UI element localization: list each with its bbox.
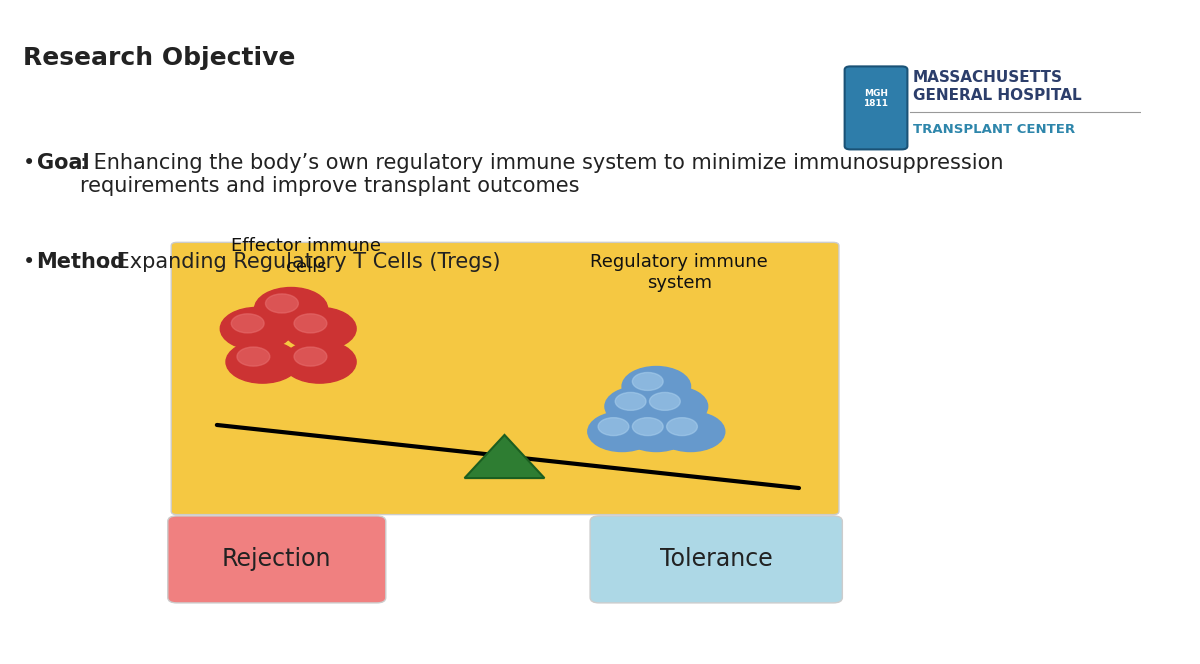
Text: MGH
1811: MGH 1811	[864, 88, 888, 108]
Circle shape	[294, 314, 326, 333]
Circle shape	[598, 418, 629, 436]
Circle shape	[265, 294, 299, 313]
Circle shape	[232, 314, 264, 333]
Circle shape	[283, 307, 356, 350]
Circle shape	[588, 412, 656, 452]
Circle shape	[221, 307, 293, 350]
Circle shape	[649, 392, 680, 410]
Polygon shape	[464, 435, 545, 478]
Circle shape	[226, 341, 299, 383]
Circle shape	[640, 386, 708, 426]
Circle shape	[254, 288, 328, 330]
Text: Effector immune
cells: Effector immune cells	[230, 237, 380, 276]
FancyBboxPatch shape	[172, 242, 839, 515]
Circle shape	[605, 386, 673, 426]
Text: Goal: Goal	[36, 153, 89, 173]
Circle shape	[632, 373, 664, 390]
Circle shape	[632, 418, 664, 436]
Circle shape	[666, 418, 697, 436]
Text: Tolerance: Tolerance	[660, 547, 773, 572]
Circle shape	[656, 412, 725, 452]
Text: •: •	[23, 153, 42, 173]
Text: Regulatory immune
system: Regulatory immune system	[590, 254, 768, 292]
Text: Research Objective: Research Objective	[23, 46, 295, 70]
FancyBboxPatch shape	[845, 66, 907, 149]
Text: : Expanding Regulatory T Cells (Tregs): : Expanding Regulatory T Cells (Tregs)	[103, 252, 500, 272]
Text: MASSACHUSETTS
GENERAL HOSPITAL: MASSACHUSETTS GENERAL HOSPITAL	[913, 70, 1081, 102]
Text: Method: Method	[36, 252, 126, 272]
FancyBboxPatch shape	[168, 516, 385, 603]
Text: Rejection: Rejection	[222, 547, 331, 572]
Text: TRANSPLANT CENTER: TRANSPLANT CENTER	[913, 123, 1075, 136]
Circle shape	[622, 367, 690, 406]
Circle shape	[236, 347, 270, 366]
Circle shape	[616, 392, 646, 410]
Circle shape	[283, 341, 356, 383]
Text: •: •	[23, 252, 42, 272]
Circle shape	[294, 347, 326, 366]
FancyBboxPatch shape	[590, 516, 842, 603]
Text: : Enhancing the body’s own regulatory immune system to minimize immunosuppressio: : Enhancing the body’s own regulatory im…	[80, 153, 1003, 196]
Circle shape	[622, 412, 690, 452]
